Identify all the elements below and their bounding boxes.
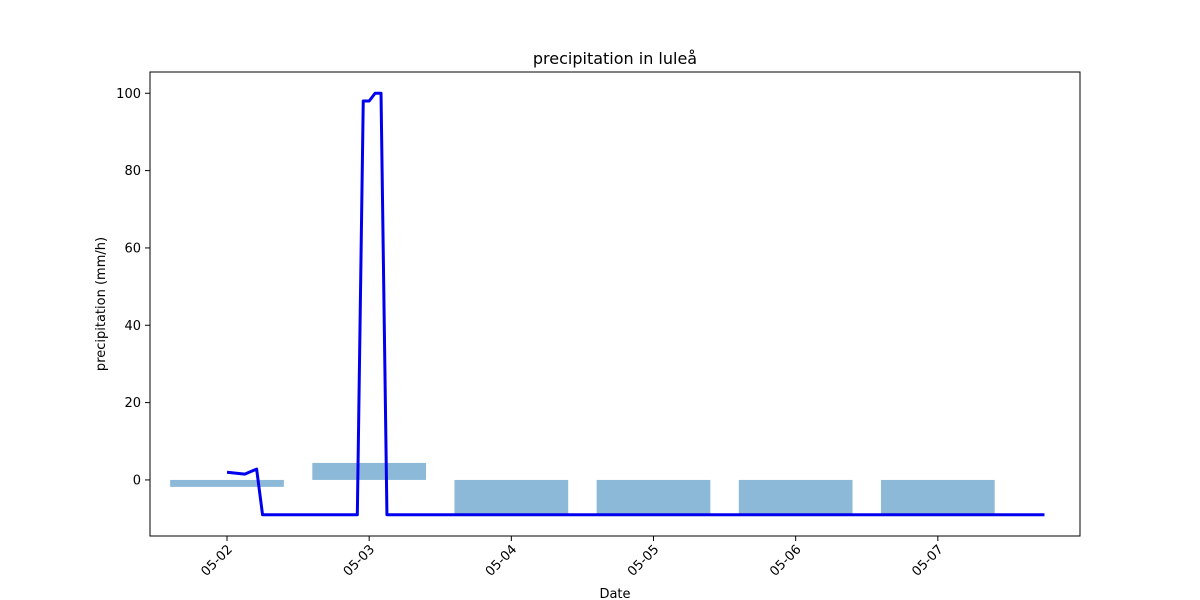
y-tick-label: 0 bbox=[133, 473, 141, 488]
x-tick-label: 05-04 bbox=[483, 542, 520, 579]
y-axis-ticks: 0 20 40 60 80 100 bbox=[116, 87, 150, 488]
x-tick-label: 05-03 bbox=[341, 542, 378, 579]
bar-2024-05-05 bbox=[596, 479, 711, 515]
bars-group bbox=[170, 462, 995, 515]
bar-2024-05-02 bbox=[170, 479, 284, 487]
bar-2024-05-06 bbox=[738, 479, 853, 515]
x-axis-ticks: 05-02 05-03 05-04 05-05 05-06 05-07 bbox=[199, 536, 947, 580]
bar-2024-05-07 bbox=[880, 479, 995, 515]
y-tick-label: 60 bbox=[124, 241, 141, 256]
x-tick-label: 05-02 bbox=[199, 542, 236, 579]
plot-frame bbox=[149, 71, 1081, 537]
y-tick-label: 20 bbox=[124, 396, 141, 411]
x-tick-label: 05-05 bbox=[625, 542, 662, 579]
bar-2024-05-04 bbox=[454, 479, 569, 515]
y-tick-label: 100 bbox=[116, 87, 141, 102]
x-tick-label: 05-06 bbox=[767, 542, 804, 579]
precipitation-line bbox=[226, 91, 1045, 517]
y-axis-label: precipitation (mm/h) bbox=[94, 237, 109, 371]
x-axis-label: Date bbox=[599, 587, 630, 600]
y-tick-label: 80 bbox=[124, 164, 141, 179]
x-tick-label: 05-07 bbox=[909, 542, 946, 579]
chart-title: precipitation in luleå bbox=[533, 49, 697, 68]
bar-2024-05-03 bbox=[312, 462, 427, 480]
line-group bbox=[226, 91, 1045, 517]
y-tick-label: 40 bbox=[124, 319, 141, 334]
